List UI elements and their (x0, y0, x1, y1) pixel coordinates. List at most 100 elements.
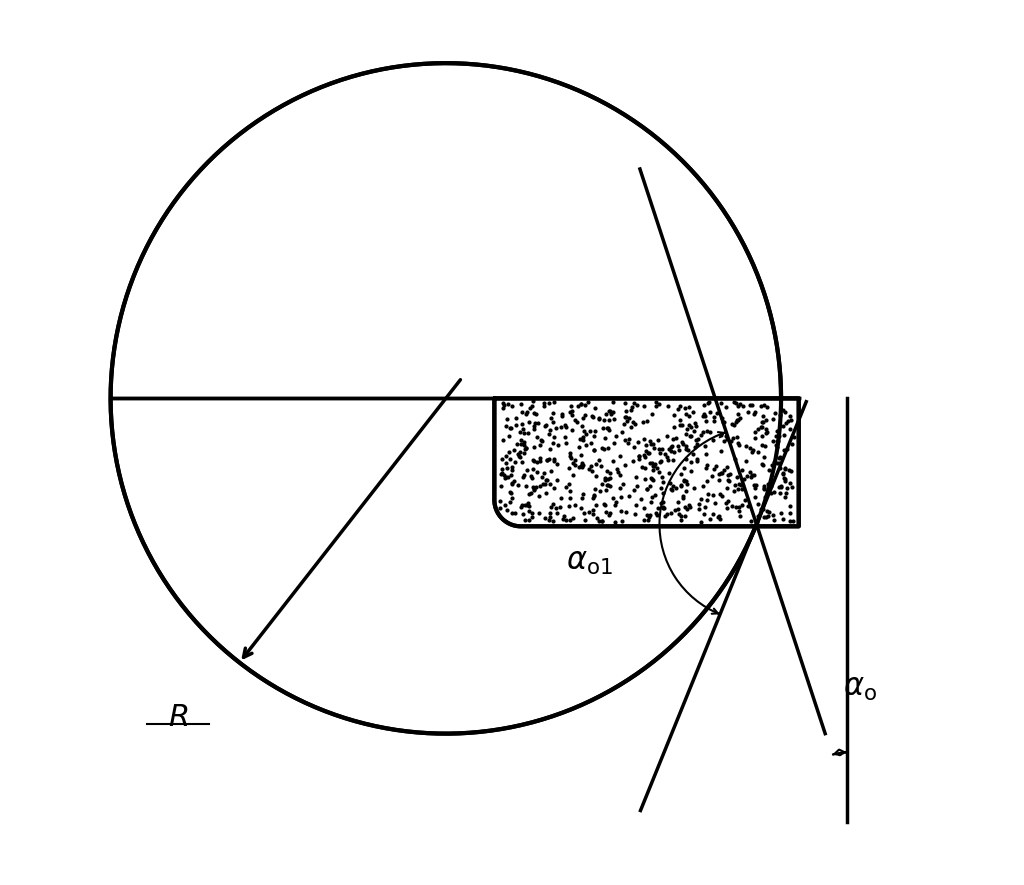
Point (512, 396, 528, 411)
Point (584, 464, 600, 478)
Point (557, 430, 573, 444)
Point (565, 457, 582, 471)
Point (626, 440, 642, 454)
Point (618, 504, 635, 519)
Point (642, 495, 658, 509)
Point (534, 434, 550, 448)
Point (758, 412, 774, 427)
Point (689, 452, 706, 466)
Point (725, 484, 741, 498)
Point (754, 420, 770, 435)
Point (515, 446, 531, 460)
Point (608, 495, 625, 509)
Point (771, 408, 787, 422)
Point (629, 398, 645, 412)
Point (683, 419, 699, 434)
Point (503, 421, 519, 435)
Point (503, 486, 519, 500)
Point (573, 459, 590, 473)
Point (553, 491, 569, 505)
Point (712, 512, 728, 526)
Point (651, 396, 668, 411)
Point (535, 470, 551, 484)
Point (618, 404, 635, 418)
Point (719, 502, 735, 516)
Point (640, 445, 656, 459)
Point (698, 447, 715, 461)
Text: $\alpha_{\rm o1}$: $\alpha_{\rm o1}$ (565, 546, 612, 577)
Point (625, 454, 641, 468)
Point (740, 499, 757, 513)
Point (518, 405, 535, 419)
Point (596, 497, 612, 512)
Point (756, 481, 772, 496)
Point (722, 467, 738, 481)
Point (512, 450, 528, 465)
Point (532, 438, 549, 452)
Point (711, 509, 727, 523)
Point (646, 441, 663, 455)
Point (567, 458, 584, 472)
Point (679, 502, 695, 516)
Point (603, 407, 620, 421)
Point (723, 434, 739, 448)
Point (712, 467, 728, 481)
Point (542, 505, 558, 519)
Point (666, 432, 682, 446)
Point (758, 426, 774, 440)
Point (558, 480, 574, 494)
Point (553, 407, 569, 421)
Point (675, 489, 691, 504)
Point (497, 471, 513, 485)
Point (777, 461, 794, 475)
Point (614, 425, 631, 439)
Point (731, 500, 748, 514)
Point (578, 427, 594, 441)
Point (658, 428, 675, 442)
Point (749, 515, 765, 529)
Point (526, 483, 543, 497)
Point (514, 418, 530, 432)
Point (766, 455, 782, 469)
Point (698, 473, 715, 488)
Point (666, 453, 682, 467)
Point (731, 412, 748, 426)
Point (508, 418, 524, 432)
Point (525, 454, 542, 468)
Point (616, 396, 633, 411)
Point (591, 412, 607, 426)
Point (775, 443, 792, 458)
Point (546, 452, 562, 466)
Point (782, 422, 799, 436)
Point (578, 512, 594, 527)
Point (761, 505, 777, 519)
Point (728, 499, 744, 513)
Point (519, 496, 536, 511)
Point (686, 423, 702, 437)
Point (543, 465, 559, 479)
Point (660, 466, 677, 481)
Point (739, 404, 756, 419)
Point (761, 463, 777, 477)
Point (653, 481, 670, 496)
Point (562, 446, 579, 460)
Point (628, 507, 644, 521)
Text: $R$: $R$ (168, 703, 187, 734)
Point (719, 481, 735, 496)
Point (536, 466, 552, 481)
Point (713, 443, 729, 458)
Point (526, 440, 543, 454)
Text: $\alpha_{\rm o}$: $\alpha_{\rm o}$ (843, 672, 877, 703)
Point (611, 468, 628, 482)
Point (777, 462, 794, 476)
Point (521, 415, 538, 429)
Point (732, 479, 749, 493)
Point (726, 396, 742, 410)
Point (591, 514, 607, 528)
Point (756, 450, 772, 464)
Point (720, 494, 736, 508)
Point (573, 419, 590, 433)
Point (616, 417, 633, 431)
Point (499, 461, 515, 475)
Point (639, 512, 655, 527)
